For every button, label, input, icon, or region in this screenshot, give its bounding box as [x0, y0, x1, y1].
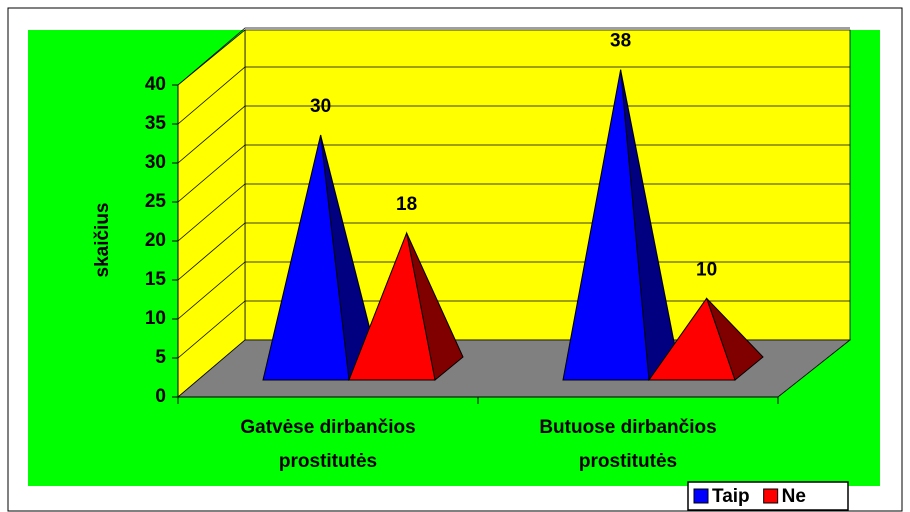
- grid-line: [177, 144, 850, 203]
- data-label: 18: [396, 194, 417, 215]
- grid-line: [177, 105, 850, 164]
- y-tick-label: 30: [145, 152, 166, 173]
- pyramid: [262, 134, 350, 381]
- legend-swatch: [693, 488, 709, 504]
- y-tick-label: 20: [145, 230, 166, 251]
- y-tick-label: 40: [145, 74, 166, 95]
- pyramid: [562, 69, 650, 381]
- y-tick-label: 15: [145, 269, 167, 290]
- pyramid: [648, 297, 736, 381]
- y-tick-label: 5: [155, 347, 166, 368]
- legend-label: Ne: [782, 486, 806, 507]
- y-tick-label: 0: [155, 386, 166, 407]
- x-tick-label: Gatvėse dirbančios prostitutės: [240, 417, 416, 472]
- y-tick-label: 25: [145, 191, 167, 212]
- side-wall: [177, 29, 246, 398]
- pyramid: [348, 231, 436, 381]
- grid-line: [177, 27, 850, 86]
- y-axis-title: skaičius: [92, 203, 113, 278]
- grid-line: [177, 66, 850, 125]
- data-label: 38: [610, 31, 631, 52]
- y-tick-label: 35: [145, 113, 167, 134]
- grid-line: [177, 183, 850, 242]
- legend-swatch: [763, 488, 779, 504]
- x-tick-label: Butuose dirbančios prostitutės: [539, 417, 717, 472]
- y-tick-label: 10: [145, 308, 166, 329]
- data-label: 30: [310, 96, 331, 117]
- data-label: 10: [696, 259, 717, 280]
- legend-label: Taip: [712, 486, 750, 507]
